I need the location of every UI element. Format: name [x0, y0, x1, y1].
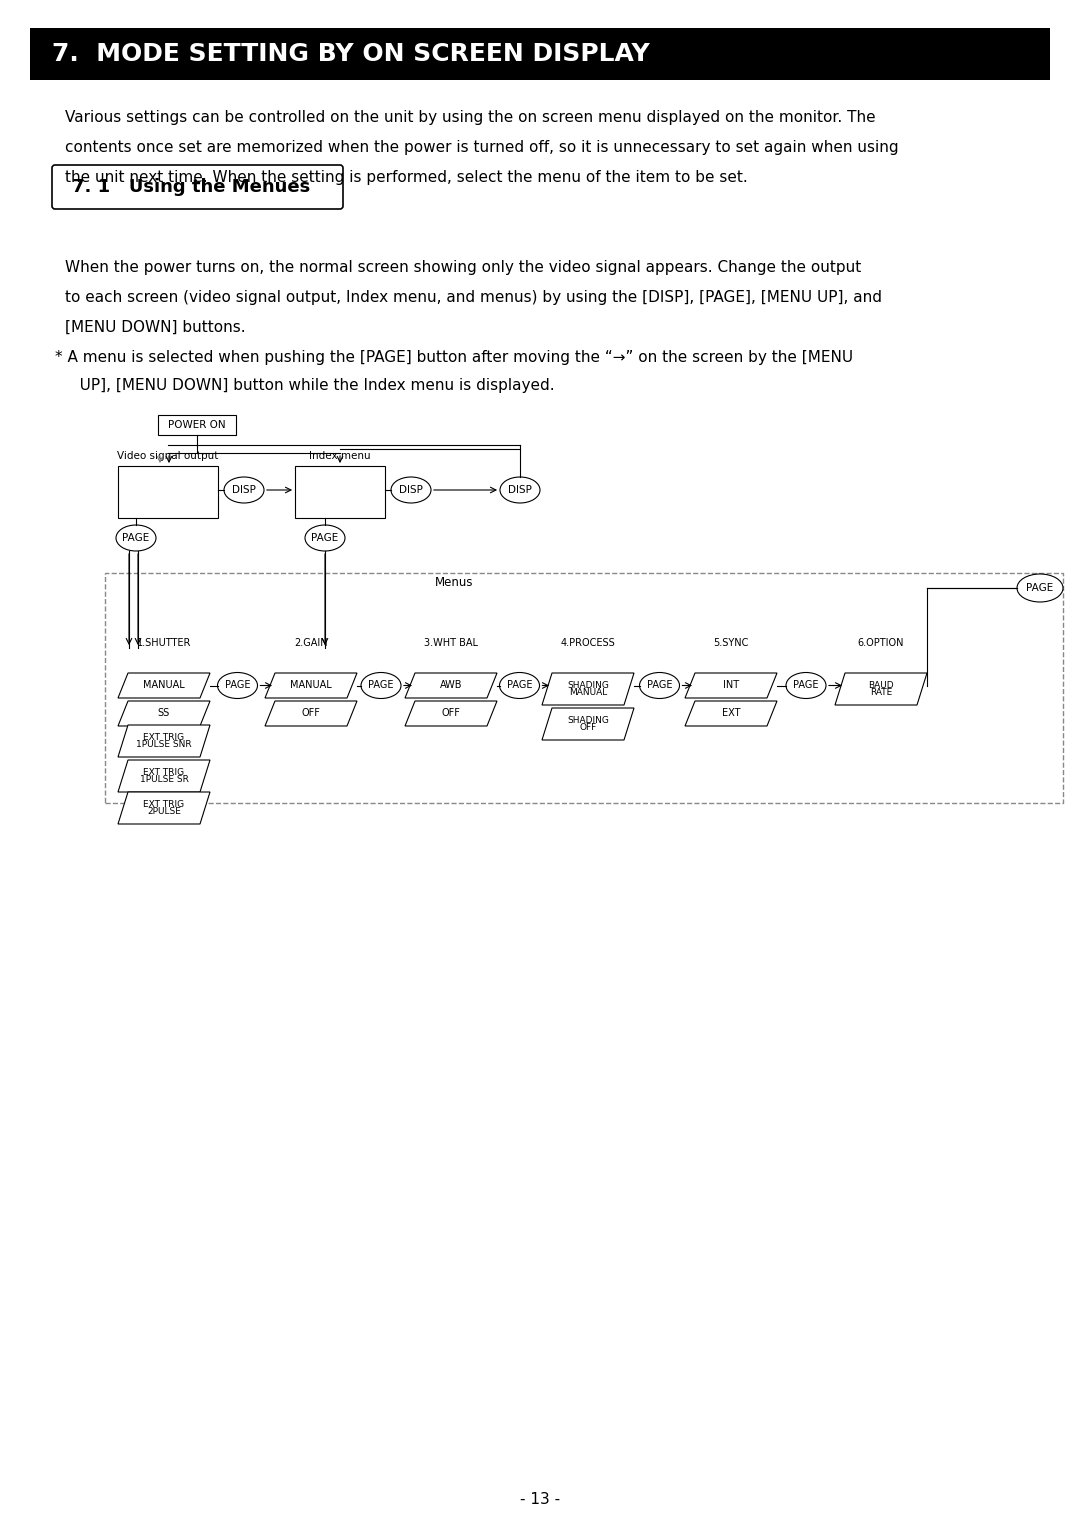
Ellipse shape	[305, 526, 345, 552]
Text: Index menu: Index menu	[309, 451, 370, 461]
Text: AWB: AWB	[440, 680, 462, 691]
FancyBboxPatch shape	[105, 573, 1063, 804]
Text: OFF: OFF	[442, 709, 460, 718]
Text: 7. 1   Using the Menues: 7. 1 Using the Menues	[72, 177, 310, 196]
FancyBboxPatch shape	[158, 416, 237, 435]
Ellipse shape	[499, 672, 540, 698]
Text: SHADING: SHADING	[567, 715, 609, 724]
Text: POWER ON: POWER ON	[168, 420, 226, 429]
Text: Various settings can be controlled on the unit by using the on screen menu displ: Various settings can be controlled on th…	[65, 110, 876, 125]
Text: OFF: OFF	[579, 723, 596, 732]
Text: PAGE: PAGE	[793, 680, 819, 691]
Ellipse shape	[217, 672, 257, 698]
Text: DISP: DISP	[508, 484, 532, 495]
Text: EXT: EXT	[721, 709, 740, 718]
Text: contents once set are memorized when the power is turned off, so it is unnecessa: contents once set are memorized when the…	[65, 141, 899, 154]
Polygon shape	[118, 701, 210, 726]
Polygon shape	[835, 672, 927, 704]
Text: 3.WHT BAL: 3.WHT BAL	[424, 639, 478, 648]
Ellipse shape	[639, 672, 679, 698]
Text: EXT TRIG: EXT TRIG	[144, 767, 185, 776]
Text: PAGE: PAGE	[1026, 584, 1054, 593]
Text: 1PULSE SNR: 1PULSE SNR	[136, 740, 192, 749]
Ellipse shape	[786, 672, 826, 698]
Polygon shape	[265, 672, 357, 698]
Text: PAGE: PAGE	[507, 680, 532, 691]
Text: 2PULSE: 2PULSE	[147, 807, 181, 816]
Text: RATE: RATE	[869, 688, 892, 697]
Text: PAGE: PAGE	[122, 533, 150, 542]
Text: * A menu is selected when pushing the [PAGE] button after moving the “→” on the : * A menu is selected when pushing the [P…	[55, 350, 853, 365]
Polygon shape	[118, 672, 210, 698]
Text: PAGE: PAGE	[225, 680, 251, 691]
Text: 1PULSE SR: 1PULSE SR	[139, 775, 188, 784]
Text: PAGE: PAGE	[368, 680, 394, 691]
Polygon shape	[118, 759, 210, 792]
Text: PAGE: PAGE	[311, 533, 339, 542]
Ellipse shape	[361, 672, 401, 698]
Text: DISP: DISP	[232, 484, 256, 495]
Ellipse shape	[224, 477, 264, 503]
Polygon shape	[405, 672, 497, 698]
Polygon shape	[542, 707, 634, 740]
Text: Video signal output: Video signal output	[118, 451, 218, 461]
Polygon shape	[118, 792, 210, 824]
Text: 6.OPTION: 6.OPTION	[858, 639, 904, 648]
Text: the unit next time. When the setting is performed, select the menu of the item t: the unit next time. When the setting is …	[65, 170, 747, 185]
Polygon shape	[265, 701, 357, 726]
Ellipse shape	[1017, 575, 1063, 602]
Text: MANUAL: MANUAL	[144, 680, 185, 691]
Text: PAGE: PAGE	[647, 680, 672, 691]
Ellipse shape	[500, 477, 540, 503]
Text: SS: SS	[158, 709, 171, 718]
Polygon shape	[405, 701, 497, 726]
Polygon shape	[685, 672, 777, 698]
Text: 7.  MODE SETTING BY ON SCREEN DISPLAY: 7. MODE SETTING BY ON SCREEN DISPLAY	[52, 41, 650, 66]
Text: 1.SHUTTER: 1.SHUTTER	[137, 639, 191, 648]
FancyBboxPatch shape	[295, 466, 384, 518]
Text: 2.GAIN: 2.GAIN	[294, 639, 328, 648]
Text: to each screen (video signal output, Index menu, and menus) by using the [DISP],: to each screen (video signal output, Ind…	[65, 290, 882, 306]
Text: EXT TRIG: EXT TRIG	[144, 733, 185, 741]
Text: [MENU DOWN] buttons.: [MENU DOWN] buttons.	[65, 319, 245, 335]
Text: INT: INT	[723, 680, 739, 691]
Text: DISP: DISP	[400, 484, 423, 495]
FancyBboxPatch shape	[52, 165, 343, 209]
Polygon shape	[685, 701, 777, 726]
Text: SHADING: SHADING	[567, 681, 609, 689]
Text: When the power turns on, the normal screen showing only the video signal appears: When the power turns on, the normal scre…	[65, 260, 861, 275]
Text: EXT TRIG: EXT TRIG	[144, 799, 185, 808]
Polygon shape	[118, 724, 210, 756]
Text: 5.SYNC: 5.SYNC	[713, 639, 748, 648]
Text: - 13 -: - 13 -	[519, 1493, 561, 1508]
FancyBboxPatch shape	[55, 168, 340, 206]
Ellipse shape	[116, 526, 156, 552]
Polygon shape	[542, 672, 634, 704]
Text: Menus: Menus	[435, 576, 473, 590]
Ellipse shape	[391, 477, 431, 503]
Text: MANUAL: MANUAL	[569, 688, 607, 697]
Text: UP], [MENU DOWN] button while the Index menu is displayed.: UP], [MENU DOWN] button while the Index …	[65, 377, 555, 393]
FancyBboxPatch shape	[30, 28, 1050, 79]
Text: 4.PROCESS: 4.PROCESS	[561, 639, 616, 648]
Text: OFF: OFF	[301, 709, 321, 718]
FancyBboxPatch shape	[118, 466, 218, 518]
Text: MANUAL: MANUAL	[291, 680, 332, 691]
Text: BAUD: BAUD	[868, 681, 894, 689]
